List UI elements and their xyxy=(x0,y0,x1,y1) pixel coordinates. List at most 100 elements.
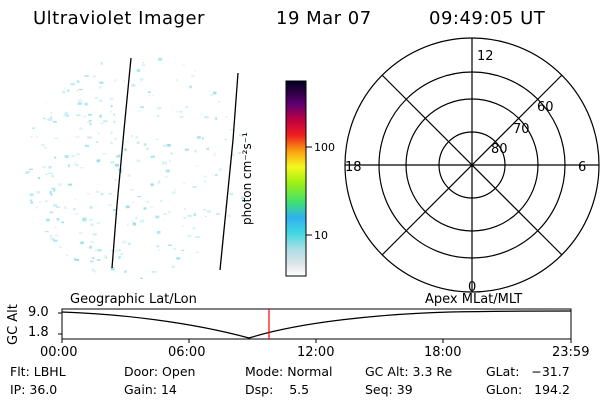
image-speckle xyxy=(183,182,186,184)
image-speckle xyxy=(91,268,95,272)
image-speckle xyxy=(197,136,201,139)
geographic-title: Geographic Lat/Lon xyxy=(70,292,197,307)
image-speckle xyxy=(80,241,84,245)
image-speckle xyxy=(44,247,46,249)
image-speckle xyxy=(132,222,137,226)
altitude-curve xyxy=(61,310,572,339)
image-speckle xyxy=(215,117,217,120)
image-speckle xyxy=(64,206,67,210)
colorbar-unit-label: photon cm⁻²s⁻¹ xyxy=(240,132,254,225)
uv-image-disk xyxy=(25,55,251,281)
image-speckle xyxy=(86,275,91,277)
info-gain: Gain: 14 xyxy=(124,382,177,397)
image-speckle xyxy=(194,149,197,153)
image-speckle xyxy=(64,112,68,115)
info-gcalt-label: GC Alt: xyxy=(365,364,409,379)
image-speckle xyxy=(194,69,198,72)
image-speckle xyxy=(110,110,112,113)
image-speckle xyxy=(196,251,199,253)
mlt-label-6: 6 xyxy=(578,160,586,175)
image-speckle xyxy=(110,161,115,164)
image-speckle xyxy=(45,173,48,175)
meridian-line-right xyxy=(219,72,239,271)
image-speckle xyxy=(30,136,33,138)
image-speckle xyxy=(65,114,69,117)
image-speckle xyxy=(73,257,76,261)
image-speckle xyxy=(50,63,55,65)
image-speckle xyxy=(103,255,108,258)
image-speckle xyxy=(167,210,172,213)
image-speckle xyxy=(204,69,209,71)
image-speckle xyxy=(82,115,86,118)
image-speckle xyxy=(179,116,184,118)
image-speckle xyxy=(140,79,143,82)
image-speckle xyxy=(67,64,69,68)
image-speckle xyxy=(152,94,154,97)
image-speckle xyxy=(37,101,41,103)
image-speckle xyxy=(118,249,121,251)
image-speckle xyxy=(96,222,100,224)
info-ip-label: IP: xyxy=(10,382,26,397)
image-speckle xyxy=(81,280,87,281)
image-speckle xyxy=(118,154,122,156)
image-speckle xyxy=(103,120,108,123)
x-tick-label-1800: 18:00 xyxy=(424,345,462,360)
image-speckle xyxy=(156,245,160,248)
image-speckle xyxy=(95,141,99,143)
polar-plot xyxy=(344,37,600,293)
mlt-label-18: 18 xyxy=(345,160,362,175)
image-speckle xyxy=(97,132,101,135)
image-speckle xyxy=(229,192,234,196)
image-speckle xyxy=(236,236,239,239)
image-speckle xyxy=(44,146,47,150)
image-speckle xyxy=(171,265,175,268)
image-speckle xyxy=(137,110,141,112)
info-seq: Seq: 39 xyxy=(365,382,413,397)
image-speckle xyxy=(45,247,48,251)
apex-title: Apex MLat/MLT xyxy=(425,292,523,307)
image-speckle xyxy=(62,90,66,94)
image-speckle xyxy=(25,57,27,60)
image-speckle xyxy=(52,204,58,207)
image-speckle xyxy=(113,120,116,123)
info-seq-label: Seq: xyxy=(365,382,393,397)
image-speckle xyxy=(238,152,241,154)
image-speckle xyxy=(74,213,80,215)
image-speckle xyxy=(45,218,50,222)
image-speckle xyxy=(55,259,60,261)
x-tick-label-0000: 00:00 xyxy=(40,345,78,360)
image-speckle xyxy=(84,58,86,61)
image-speckle xyxy=(157,181,160,185)
image-speckle xyxy=(200,113,203,116)
image-speckle xyxy=(88,113,92,116)
image-speckle xyxy=(208,278,213,280)
image-speckle xyxy=(53,239,58,242)
image-speckle xyxy=(56,206,61,209)
info-glon: GLon: 194.2 xyxy=(486,382,570,397)
image-speckle xyxy=(84,75,89,77)
info-glat-label: GLat: xyxy=(486,364,520,379)
image-speckle xyxy=(214,174,218,176)
image-speckle xyxy=(210,94,213,96)
image-speckle xyxy=(64,254,68,258)
image-speckle xyxy=(127,174,131,177)
image-speckle xyxy=(156,114,160,118)
image-speckle xyxy=(44,67,47,69)
image-speckle xyxy=(163,219,165,221)
image-speckle xyxy=(158,249,161,251)
image-speckle xyxy=(139,78,144,81)
y-tick-label-9: 9.0 xyxy=(28,305,49,320)
image-speckle xyxy=(150,206,153,208)
image-speckle xyxy=(224,139,227,141)
image-speckle xyxy=(67,62,72,65)
image-speckle xyxy=(82,220,87,223)
image-speckle xyxy=(30,127,35,129)
info-door-label: Door: xyxy=(124,364,159,379)
image-speckle xyxy=(193,270,196,273)
image-speckle xyxy=(187,234,192,238)
image-speckle xyxy=(183,217,186,219)
image-speckle xyxy=(52,82,57,86)
image-speckle xyxy=(25,85,29,88)
image-speckle xyxy=(109,97,114,101)
image-speckle xyxy=(86,121,91,123)
